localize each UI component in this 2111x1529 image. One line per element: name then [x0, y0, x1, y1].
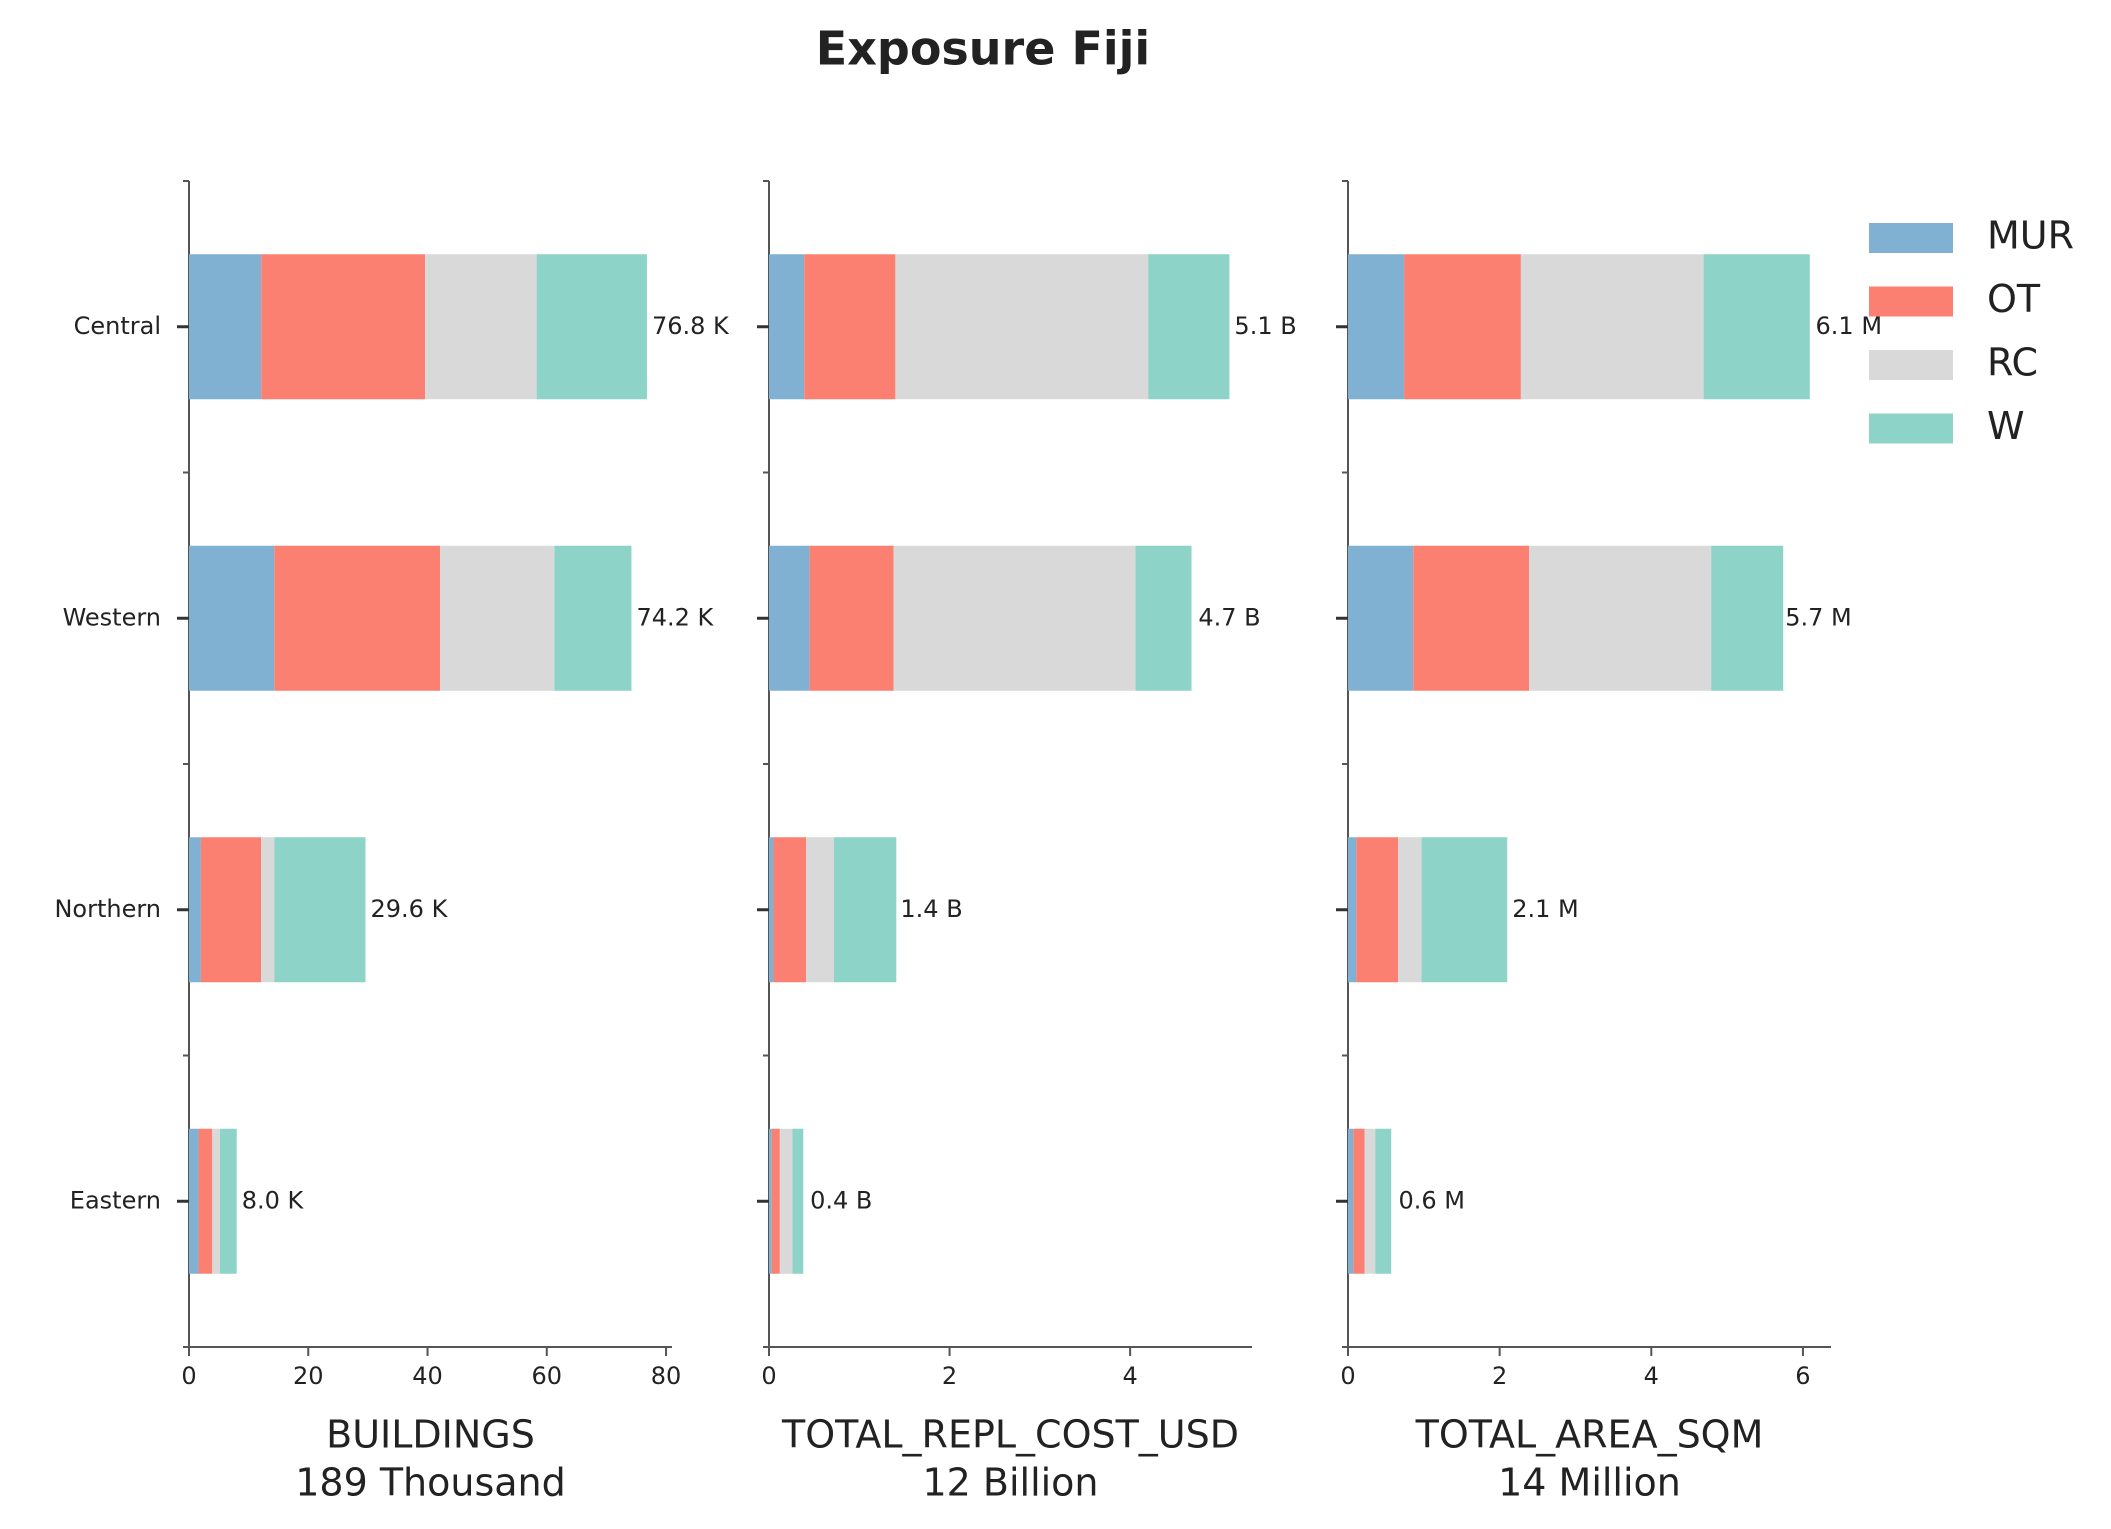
bar-segment — [895, 254, 1149, 400]
bar-segment — [261, 837, 275, 983]
bar-segment — [1348, 545, 1414, 691]
bar-segment — [834, 837, 897, 983]
bar-segment — [804, 254, 896, 400]
total-label: 5.7 M — [1785, 603, 1852, 631]
total-label: 8.0 K — [242, 1186, 305, 1214]
bar-segment — [773, 837, 807, 983]
x-tick-label: 60 — [532, 1362, 563, 1390]
x-tick-label: 40 — [412, 1362, 443, 1390]
legend-swatch — [1869, 286, 1953, 317]
bar-segment — [189, 545, 275, 691]
bar-segment — [212, 1128, 221, 1274]
x-axis-label: TOTAL_AREA_SQM — [1415, 1413, 1764, 1457]
total-label: 29.6 K — [371, 895, 449, 923]
bar-segment — [220, 1128, 237, 1274]
bar-segment — [769, 545, 810, 691]
bar-segment — [1375, 1128, 1392, 1274]
bar-segment — [1398, 837, 1422, 983]
bar-segment — [1353, 1128, 1365, 1274]
x-axis-sublabel: 12 Billion — [922, 1461, 1098, 1505]
x-axis-sublabel: 14 Million — [1498, 1461, 1681, 1505]
x-axis-label: BUILDINGS — [326, 1413, 535, 1457]
bar-segment — [893, 545, 1136, 691]
bar-segment — [200, 837, 262, 983]
bar-segment — [792, 1128, 804, 1274]
x-tick-label: 2 — [942, 1362, 957, 1390]
total-label: 2.1 M — [1512, 895, 1579, 923]
bar-segment — [806, 837, 835, 983]
bar-segment — [779, 1128, 793, 1274]
bar-segment — [440, 545, 555, 691]
total-label: 0.6 M — [1398, 1186, 1465, 1214]
x-tick-label: 0 — [181, 1362, 196, 1390]
x-tick-label: 4 — [1644, 1362, 1659, 1390]
chart-title: Exposure Fiji — [816, 22, 1150, 76]
x-tick-label: 20 — [293, 1362, 324, 1390]
total-label: 5.1 B — [1234, 312, 1296, 340]
x-tick-label: 80 — [651, 1362, 682, 1390]
bar-segment — [769, 837, 774, 983]
bar-segment — [769, 254, 805, 400]
bar-segment — [769, 1128, 772, 1274]
total-label: 74.2 K — [636, 603, 714, 631]
y-tick-label: Eastern — [70, 1186, 161, 1214]
bar-segment — [1356, 837, 1399, 983]
x-axis-sublabel: 189 Thousand — [295, 1461, 566, 1505]
bar-segment — [1348, 254, 1405, 400]
x-tick-label: 2 — [1492, 1362, 1507, 1390]
bar-segment — [1135, 545, 1192, 691]
y-tick-label: Northern — [54, 895, 161, 923]
x-tick-label: 0 — [761, 1362, 776, 1390]
bar-segment — [1703, 254, 1810, 400]
x-axis-label: TOTAL_REPL_COST_USD — [781, 1413, 1239, 1457]
bar-segment — [1364, 1128, 1376, 1274]
bar-segment — [425, 254, 537, 400]
x-tick-label: 6 — [1795, 1362, 1810, 1390]
bar-segment — [189, 1128, 199, 1274]
total-label: 76.8 K — [652, 312, 730, 340]
bar-segment — [1148, 254, 1230, 400]
bar-segment — [1711, 545, 1784, 691]
bar-segment — [189, 254, 262, 400]
bar-segment — [1520, 254, 1704, 400]
legend-swatch — [1869, 223, 1953, 253]
bar-segment — [261, 254, 426, 400]
bar-segment — [554, 545, 632, 691]
bar-segment — [1348, 837, 1357, 983]
bar-segment — [771, 1128, 780, 1274]
bar-segment — [1348, 1128, 1354, 1274]
bar-segment — [274, 545, 441, 691]
bar-segment — [1413, 545, 1530, 691]
y-tick-label: Central — [74, 312, 161, 340]
legend-label: RC — [1987, 341, 2038, 385]
legend-label: W — [1987, 404, 2025, 448]
bar-segment — [1421, 837, 1508, 983]
legend-label: MUR — [1987, 214, 2074, 258]
legend-label: OT — [1987, 277, 2041, 321]
x-tick-label: 0 — [1340, 1362, 1355, 1390]
bar-segment — [1529, 545, 1712, 691]
bar-segment — [536, 254, 647, 400]
total-label: 1.4 B — [900, 895, 962, 923]
bar-segment — [189, 837, 201, 983]
y-tick-label: Western — [63, 603, 161, 631]
legend-swatch — [1869, 413, 1953, 444]
total-label: 0.4 B — [810, 1186, 872, 1214]
bar-segment — [274, 837, 366, 983]
total-label: 4.7 B — [1198, 603, 1260, 631]
legend-swatch — [1869, 350, 1953, 380]
x-tick-label: 4 — [1122, 1362, 1137, 1390]
bar-segment — [198, 1128, 213, 1274]
bar-segment — [809, 545, 894, 691]
bar-segment — [1404, 254, 1521, 400]
